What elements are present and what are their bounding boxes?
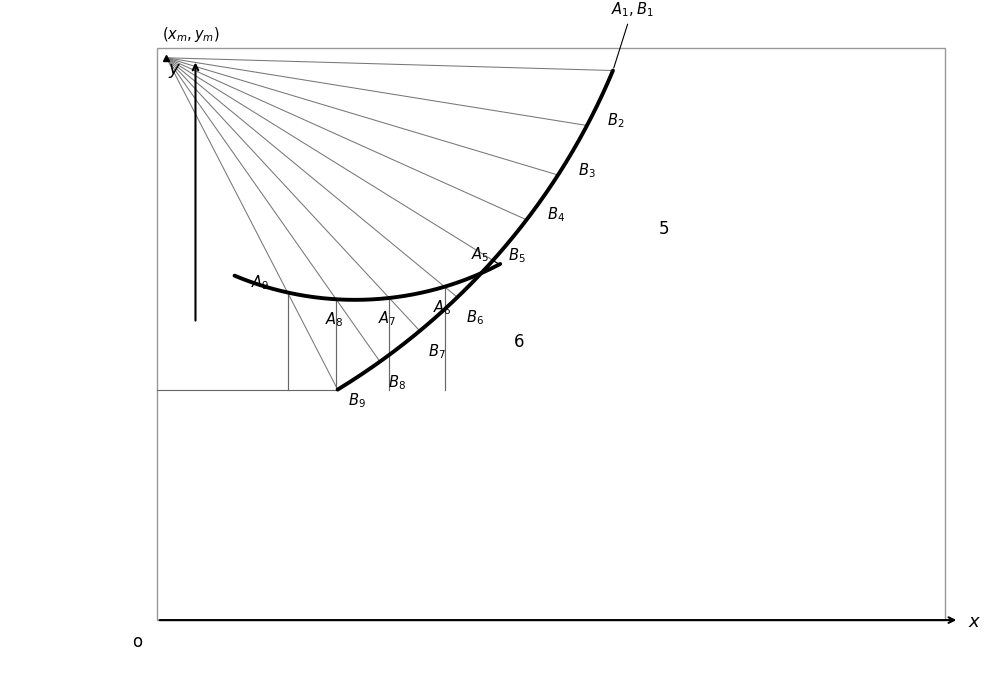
Text: $(x_m,y_m)$: $(x_m,y_m)$ — [162, 25, 219, 44]
Text: $B_2$: $B_2$ — [607, 111, 625, 130]
Text: o: o — [132, 633, 143, 651]
Text: $A_5$: $A_5$ — [471, 246, 489, 265]
Text: $B_6$: $B_6$ — [466, 309, 484, 327]
Text: $B_5$: $B_5$ — [508, 246, 526, 265]
Bar — [157, 48, 945, 620]
Text: $B_8$: $B_8$ — [388, 373, 406, 391]
Text: $A_8$: $A_8$ — [325, 311, 344, 329]
Text: 5: 5 — [659, 220, 670, 238]
Text: 6: 6 — [514, 333, 525, 351]
Text: $A_6$: $A_6$ — [433, 298, 452, 317]
Text: $A_9$: $A_9$ — [251, 273, 270, 293]
Text: x: x — [969, 613, 979, 631]
Text: y: y — [169, 60, 180, 78]
Text: $B_4$: $B_4$ — [547, 206, 565, 224]
Text: $B_3$: $B_3$ — [578, 161, 596, 179]
Text: $A_1,B_1$: $A_1,B_1$ — [611, 0, 654, 68]
Text: $B_9$: $B_9$ — [348, 391, 366, 411]
Text: $A_7$: $A_7$ — [378, 310, 396, 328]
Text: $B_7$: $B_7$ — [428, 342, 446, 361]
